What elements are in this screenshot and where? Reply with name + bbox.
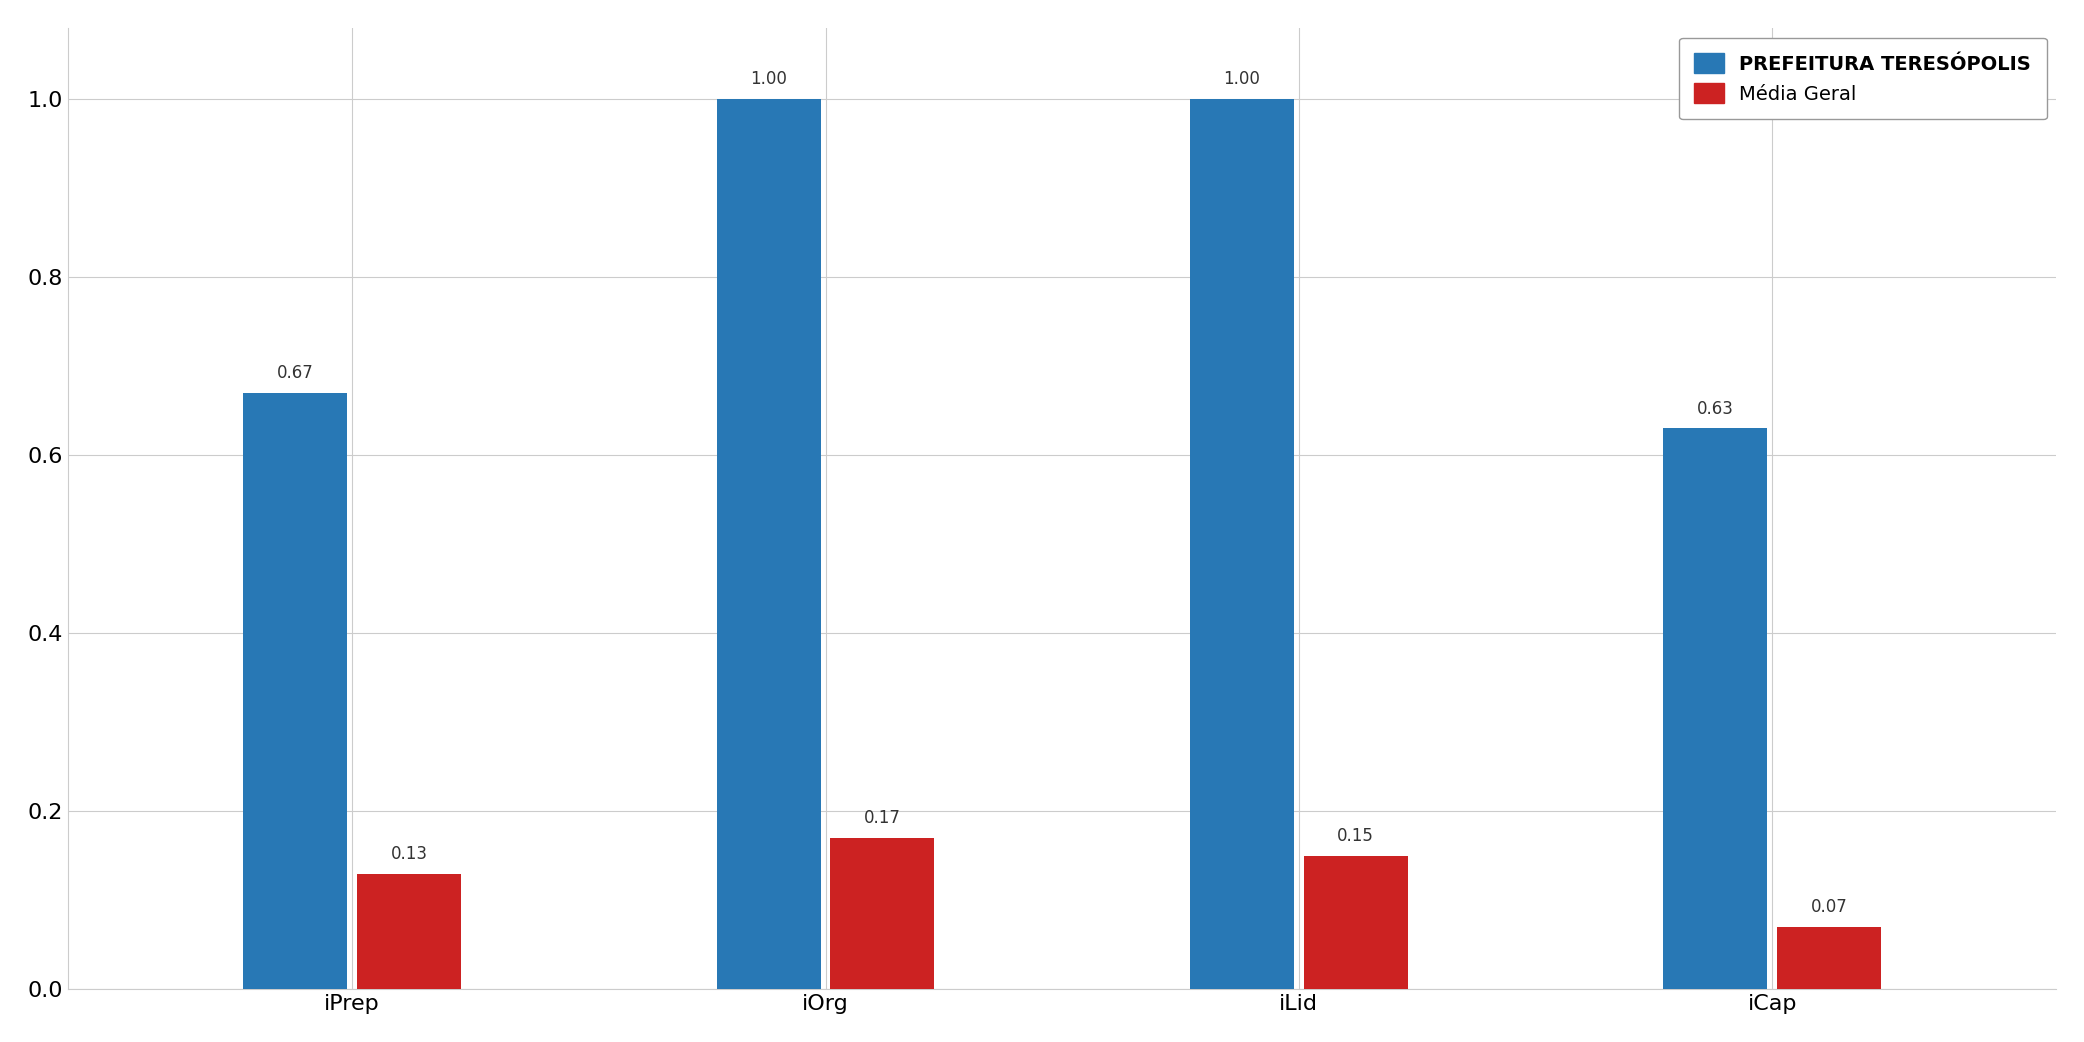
Text: 0.13: 0.13: [390, 845, 427, 863]
Text: 0.67: 0.67: [277, 364, 315, 382]
Bar: [1190, 99, 1294, 989]
Bar: [244, 393, 348, 989]
Bar: [829, 838, 934, 989]
Bar: [1305, 855, 1407, 989]
Legend: PREFEITURA TERESÓPOLIS, Média Geral: PREFEITURA TERESÓPOLIS, Média Geral: [1680, 38, 2046, 120]
Text: 0.63: 0.63: [1696, 400, 1734, 418]
Bar: [356, 873, 461, 989]
Text: 0.17: 0.17: [865, 810, 900, 827]
Text: 1.00: 1.00: [750, 70, 788, 89]
Text: 1.00: 1.00: [1223, 70, 1261, 89]
Text: 0.07: 0.07: [1811, 898, 1846, 916]
Text: 0.15: 0.15: [1338, 827, 1373, 845]
Bar: [1778, 927, 1882, 989]
Bar: [1663, 428, 1767, 989]
Bar: [717, 99, 821, 989]
